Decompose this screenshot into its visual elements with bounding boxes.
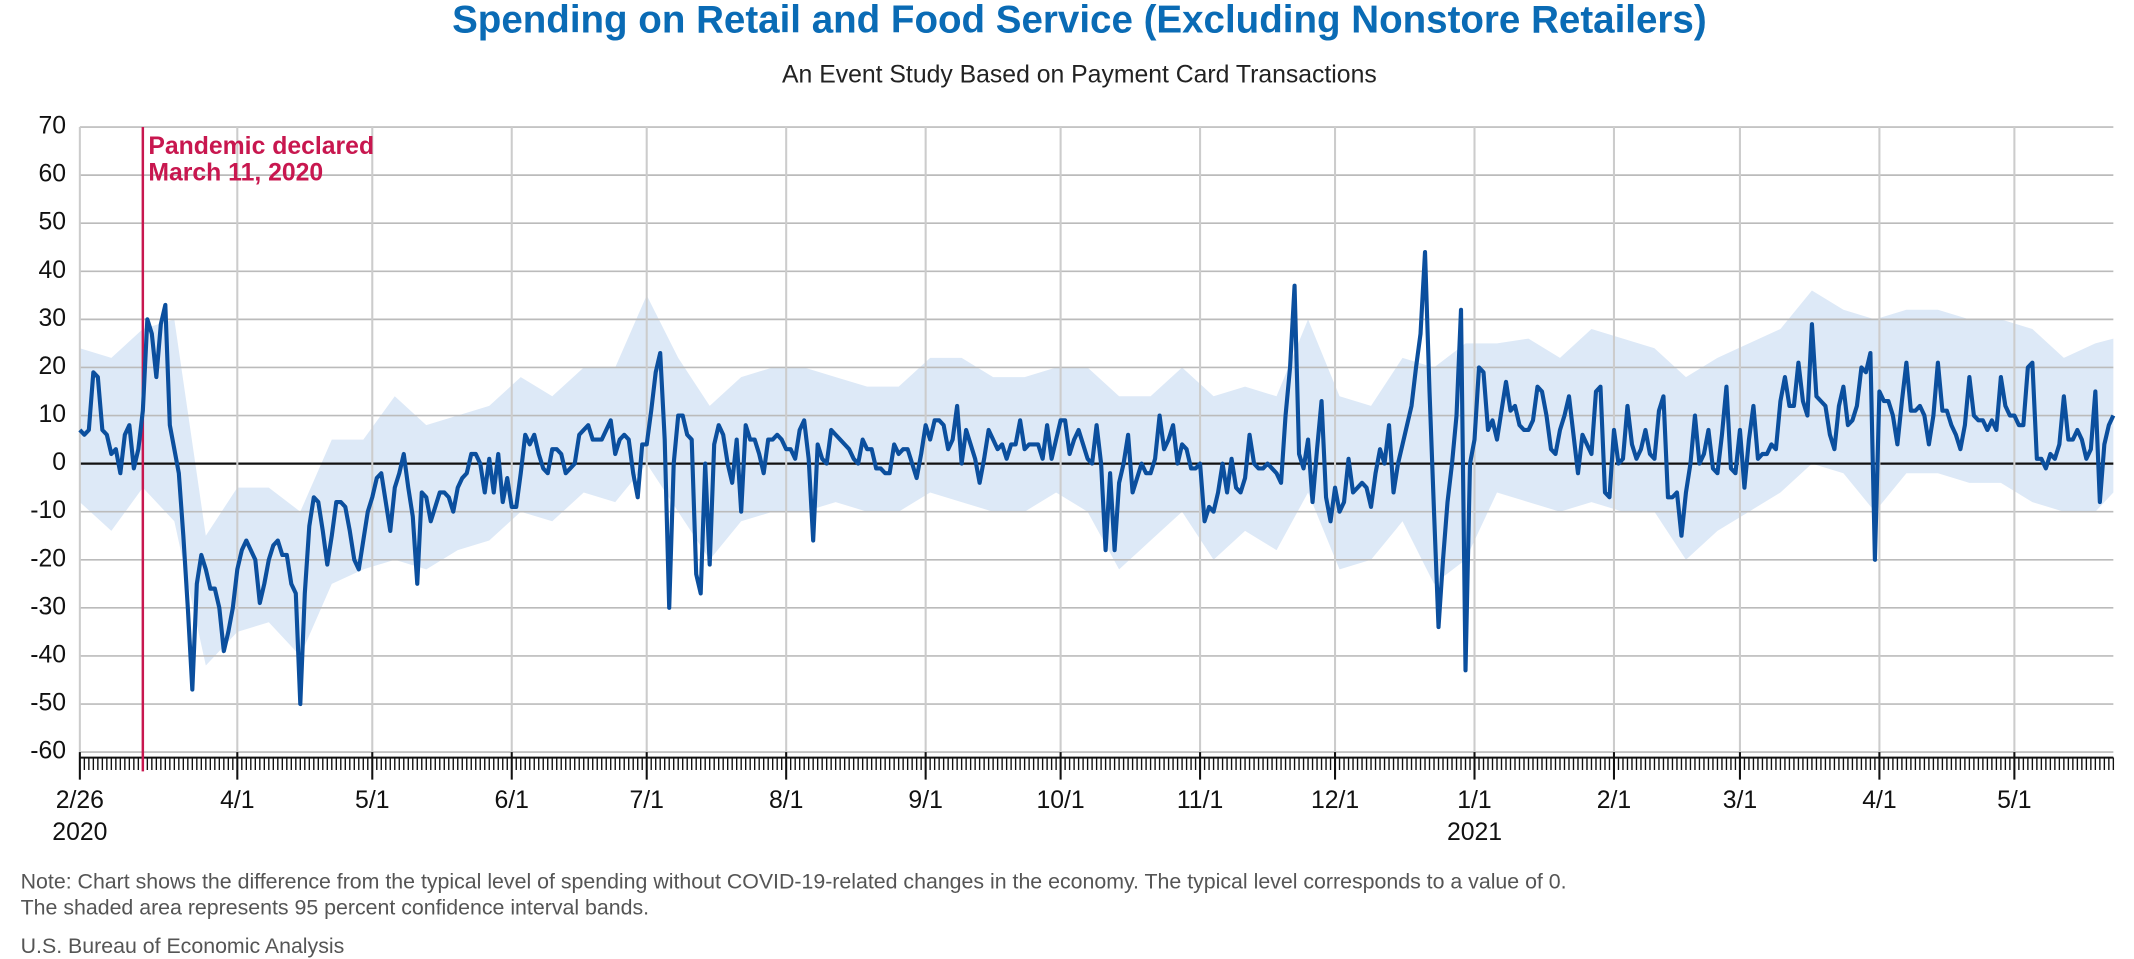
y-tick-label: 10 <box>39 401 67 428</box>
y-tick-label: 0 <box>52 449 66 476</box>
x-tick-label: 12/1 <box>1311 787 1359 814</box>
y-tick-label: -50 <box>30 690 66 717</box>
x-tick-label: 4/1 <box>1862 787 1896 814</box>
y-tick-label: 20 <box>39 353 67 380</box>
chart-title: Spending on Retail and Food Service (Exc… <box>452 0 1707 42</box>
y-tick-label: 30 <box>39 305 67 332</box>
year-label: 2021 <box>1447 819 1502 846</box>
x-tick-label: 5/1 <box>1997 787 2031 814</box>
y-tick-label: 40 <box>39 257 67 284</box>
x-tick-label: 2/1 <box>1597 787 1631 814</box>
source: U.S. Bureau of Economic Analysis <box>21 934 345 958</box>
note: Note: Chart shows the difference from th… <box>21 870 1567 894</box>
event-label: Pandemic declared <box>148 133 374 160</box>
y-tick-label: 70 <box>39 113 67 140</box>
x-tick-label: 5/1 <box>355 787 389 814</box>
x-tick-label: 1/1 <box>1457 787 1491 814</box>
x-tick-label: 8/1 <box>769 787 803 814</box>
x-tick-label: 7/1 <box>629 787 663 814</box>
y-tick-label: -40 <box>30 641 66 668</box>
x-tick-label: 9/1 <box>908 787 942 814</box>
x-tick-label: 10/1 <box>1037 787 1085 814</box>
chart-subtitle: An Event Study Based on Payment Card Tra… <box>782 62 1377 89</box>
y-tick-label: 50 <box>39 209 67 236</box>
event-label: March 11, 2020 <box>148 159 323 186</box>
year-label: 2020 <box>52 819 107 846</box>
x-tick-label: 3/1 <box>1723 787 1757 814</box>
data-line <box>78 249 2116 707</box>
y-tick-label: -60 <box>30 738 66 765</box>
y-tick-label: -30 <box>30 593 66 620</box>
x-tick-label: 2/26 <box>56 787 104 814</box>
x-tick-label: 4/1 <box>220 787 254 814</box>
x-tick-label: 6/1 <box>495 787 529 814</box>
x-tick-label: 11/1 <box>1177 787 1223 814</box>
y-tick-label: -10 <box>30 497 66 524</box>
confidence-band <box>79 290 2114 666</box>
y-tick-label: 60 <box>39 161 67 188</box>
y-tick-label: -20 <box>30 545 66 572</box>
note: The shaded area represents 95 percent co… <box>21 896 649 920</box>
